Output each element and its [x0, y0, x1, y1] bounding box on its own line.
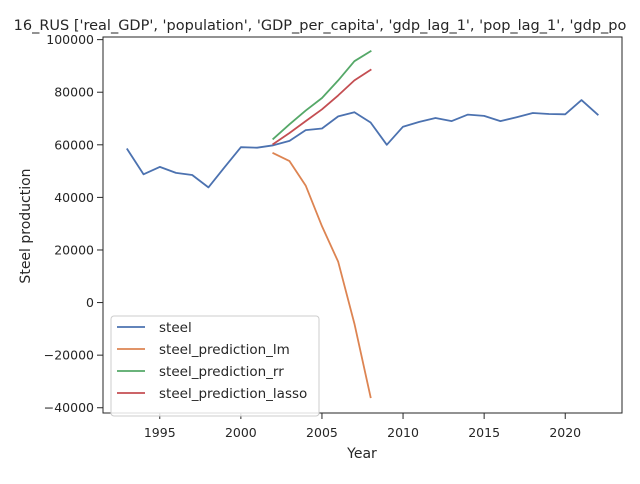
x-axis-label: Year	[346, 446, 377, 462]
x-tick-label: 2010	[387, 425, 419, 440]
x-tick-label: 2020	[549, 425, 581, 440]
legend-label: steel	[159, 320, 192, 336]
chart-title: 16_RUS ['real_GDP', 'population', 'GDP_p…	[14, 18, 627, 34]
series-line-steel	[126, 99, 599, 189]
x-axis: 1995 2000 2005 2010 2015 2020	[144, 413, 581, 440]
legend: steel steel_prediction_lm steel_prediction…	[110, 315, 320, 417]
y-tick-label: 0	[86, 295, 94, 310]
x-tick-label: 1995	[144, 425, 176, 440]
y-tick-label: −40000	[44, 400, 94, 415]
legend-label: steel_prediction_rr	[159, 364, 284, 380]
y-tick-label: 100000	[46, 32, 94, 47]
series-line-steel-prediction-lm	[272, 151, 372, 399]
x-tick-label: 2015	[468, 425, 500, 440]
y-tick-label: −20000	[44, 348, 94, 363]
y-tick-label: 80000	[54, 85, 94, 100]
legend-box	[110, 315, 320, 417]
y-axis: −40000 −20000 0 20000 40000 60000 80000 100000	[44, 32, 103, 415]
y-tick-label: 40000	[54, 190, 94, 205]
plot-frame	[102, 36, 623, 414]
legend-label: steel_prediction_lasso	[159, 386, 307, 402]
y-axis-label: Steel production	[18, 168, 34, 283]
x-tick-label: 2000	[225, 425, 257, 440]
series-group	[126, 49, 599, 399]
y-tick-label: 20000	[54, 242, 94, 257]
x-tick-label: 2005	[306, 425, 338, 440]
series-line-steel-prediction-rr	[272, 49, 372, 141]
legend-label: steel_prediction_lm	[159, 342, 290, 358]
y-tick-label: 60000	[54, 137, 94, 152]
series-line-steel-prediction-lasso	[272, 68, 372, 146]
plot-area: 1995 2000 2005 2010 2015 2020 −40000 −20000 0 20…	[44, 32, 623, 440]
